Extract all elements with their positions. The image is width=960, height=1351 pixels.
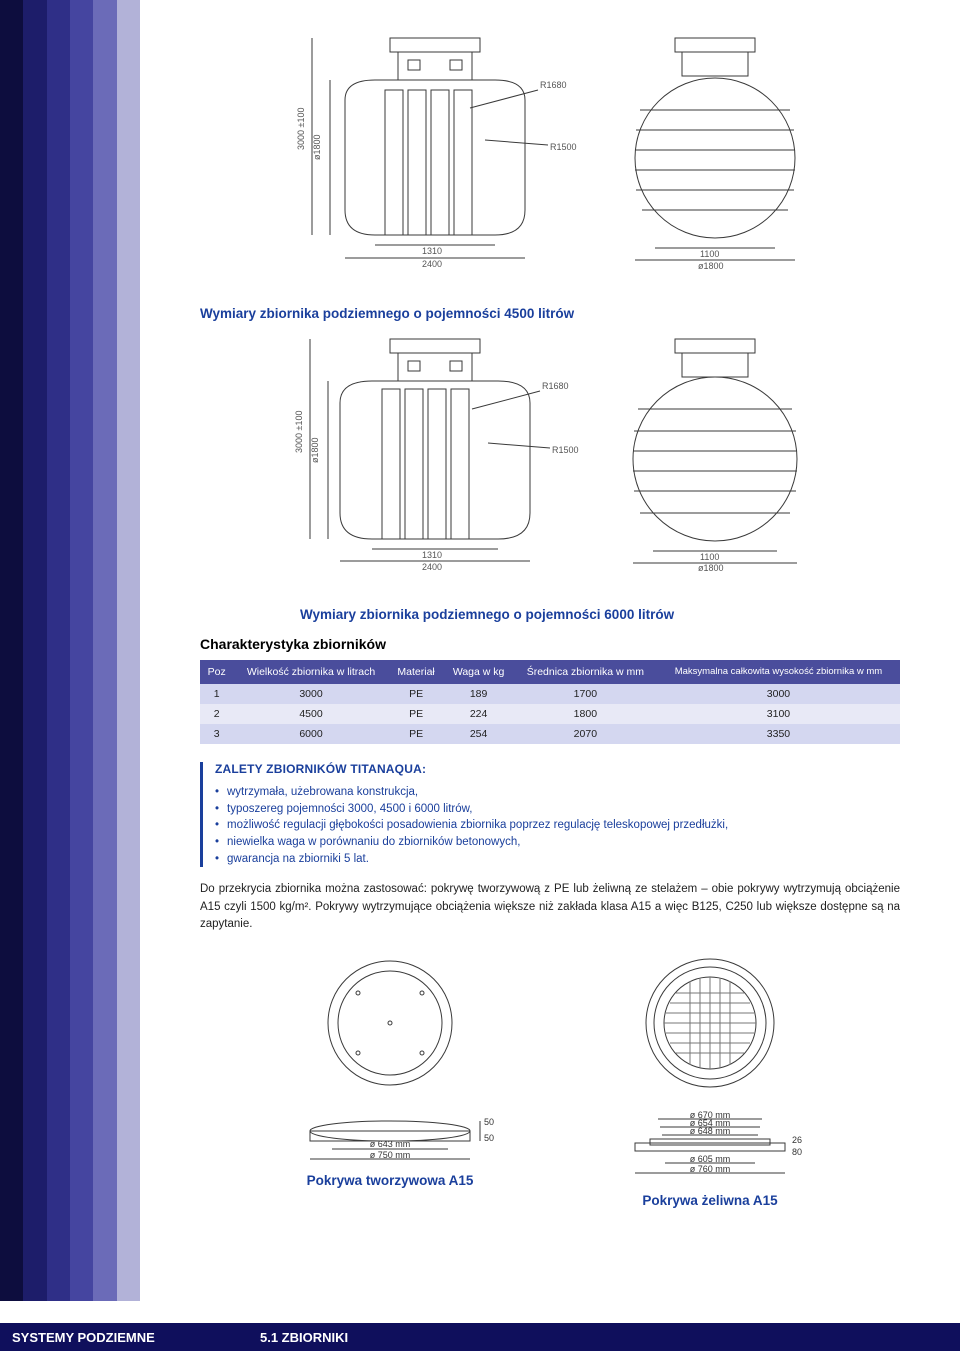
col-wysokosc: Maksymalna całkowita wysokość zbiornika …	[657, 660, 900, 684]
dim-h3000: 3000 ±100	[294, 411, 304, 453]
table-cell: 2	[200, 704, 233, 724]
technical-drawing-6000: R1680 R1500 1310 2400 ø1800 3000 ±100	[200, 331, 900, 591]
col-waga: Waga w kg	[443, 660, 513, 684]
cover-paragraph: Do przekrycia zbiornika można zastosować…	[200, 881, 900, 933]
table-row: 36000PE25420703350	[200, 724, 900, 744]
sidebar-stripes	[0, 0, 140, 1301]
dim-1100: 1100	[700, 552, 719, 562]
technical-drawing-4500: R1680 R1500 1310 2400 ø1800 3000 ±100	[200, 30, 900, 290]
dim-iron-648: ø 648 mm	[690, 1126, 731, 1136]
footer-left: SYSTEMY PODZIEMNE	[0, 1330, 200, 1345]
dim-pe-643: ø 643 mm	[370, 1139, 411, 1149]
dim-r1680: R1680	[542, 381, 569, 391]
cover-iron: ø 670 mm ø 654 mm ø 648 mm ø 605 mm ø 76…	[580, 953, 840, 1208]
zalety-block: ZALETY ZBIORNIKÓW TITANAQUA: wytrzymała,…	[200, 762, 900, 867]
zalety-item: niewielka waga w porównaniu do zbiornikó…	[215, 834, 900, 851]
sidebar-stripe	[47, 0, 70, 1301]
main-content: R1680 R1500 1310 2400 ø1800 3000 ±100	[200, 30, 900, 1301]
tank-front-svg: R1680 R1500 1310 2400 ø1800 3000 ±100	[290, 331, 580, 571]
dim-d1800b: ø1800	[698, 563, 724, 573]
dim-pe-50b: 50	[484, 1133, 494, 1143]
dim-iron-605: ø 605 mm	[690, 1154, 731, 1164]
zalety-item: typoszereg pojemności 3000, 4500 i 6000 …	[215, 801, 900, 818]
dim-2400: 2400	[422, 562, 442, 572]
dim-2400: 2400	[422, 259, 442, 269]
cover-pe: ø 643 mm ø 750 mm 50 50 Pokrywa tworzywo…	[260, 953, 520, 1208]
table-cell: 2070	[514, 724, 657, 744]
col-wielkosc: Wielkość zbiornika w litrach	[233, 660, 388, 684]
dim-pe-750: ø 750 mm	[370, 1150, 411, 1160]
col-material: Materiał	[389, 660, 444, 684]
col-poz: Poz	[200, 660, 233, 684]
page-footer: SYSTEMY PODZIEMNE 5.1 ZBIORNIKI	[0, 1323, 960, 1351]
covers-row: ø 643 mm ø 750 mm 50 50 Pokrywa tworzywo…	[200, 953, 900, 1208]
col-srednica: Średnica zbiornika w mm	[514, 660, 657, 684]
sidebar-stripe	[0, 0, 23, 1301]
table-header-row: Poz Wielkość zbiornika w litrach Materia…	[200, 660, 900, 684]
table-cell: PE	[389, 704, 444, 724]
dim-iron-26: 26	[792, 1135, 802, 1145]
table-cell: 224	[443, 704, 513, 724]
sidebar-stripe	[117, 0, 140, 1301]
spec-table: Poz Wielkość zbiornika w litrach Materia…	[200, 660, 900, 744]
zalety-item: wytrzymała, użebrowana konstrukcja,	[215, 784, 900, 801]
tank-front-svg: R1680 R1500 1310 2400 ø1800 3000 ±100	[290, 30, 580, 270]
dim-1100: 1100	[700, 249, 719, 259]
dim-d1800-left: ø1800	[310, 437, 320, 463]
tank-side-svg: 1100 ø1800	[620, 30, 810, 270]
sidebar-stripe	[93, 0, 116, 1301]
table-cell: 3100	[657, 704, 900, 724]
table-cell: 3350	[657, 724, 900, 744]
dim-r1500: R1500	[552, 445, 579, 455]
dim-d1800b: ø1800	[698, 261, 724, 271]
table-cell: 4500	[233, 704, 388, 724]
dim-r1680: R1680	[540, 80, 567, 90]
sidebar-stripe	[23, 0, 46, 1301]
sidebar-stripe	[70, 0, 93, 1301]
table-cell: PE	[389, 724, 444, 744]
table-cell: 3000	[657, 684, 900, 704]
dim-1310: 1310	[422, 550, 442, 560]
table-cell: PE	[389, 684, 444, 704]
table-cell: 1800	[514, 704, 657, 724]
tank-side-svg: 1100 ø1800	[620, 331, 810, 571]
table-row: 13000PE18917003000	[200, 684, 900, 704]
caption-cover-iron: Pokrywa żeliwna A15	[580, 1193, 840, 1208]
zalety-title: ZALETY ZBIORNIKÓW TITANAQUA:	[215, 762, 900, 776]
dim-pe-50a: 50	[484, 1117, 494, 1127]
dim-iron-760: ø 760 mm	[690, 1164, 731, 1174]
dim-r1500: R1500	[550, 142, 577, 152]
zalety-item: gwarancja na zbiorniki 5 lat.	[215, 851, 900, 868]
table-cell: 1700	[514, 684, 657, 704]
table-cell: 254	[443, 724, 513, 744]
table-cell: 3	[200, 724, 233, 744]
caption-cover-pe: Pokrywa tworzywowa A15	[260, 1173, 520, 1188]
caption-6000: Wymiary zbiornika podziemnego o pojemnoś…	[300, 607, 900, 622]
table-cell: 1	[200, 684, 233, 704]
dim-iron-80: 80	[792, 1147, 802, 1157]
caption-4500: Wymiary zbiornika podziemnego o pojemnoś…	[200, 306, 900, 321]
table-cell: 3000	[233, 684, 388, 704]
table-row: 24500PE22418003100	[200, 704, 900, 724]
dim-1310: 1310	[422, 246, 442, 256]
heading-charakterystyka: Charakterystyka zbiorników	[200, 636, 900, 652]
zalety-item: możliwość regulacji głębokości posadowie…	[215, 817, 900, 834]
footer-right: 5.1 ZBIORNIKI	[200, 1330, 348, 1345]
table-cell: 6000	[233, 724, 388, 744]
zalety-list: wytrzymała, użebrowana konstrukcja,typos…	[215, 784, 900, 867]
dim-h3000: 3000 ±100	[296, 108, 306, 150]
table-cell: 189	[443, 684, 513, 704]
dim-d1800-left: ø1800	[312, 134, 322, 160]
